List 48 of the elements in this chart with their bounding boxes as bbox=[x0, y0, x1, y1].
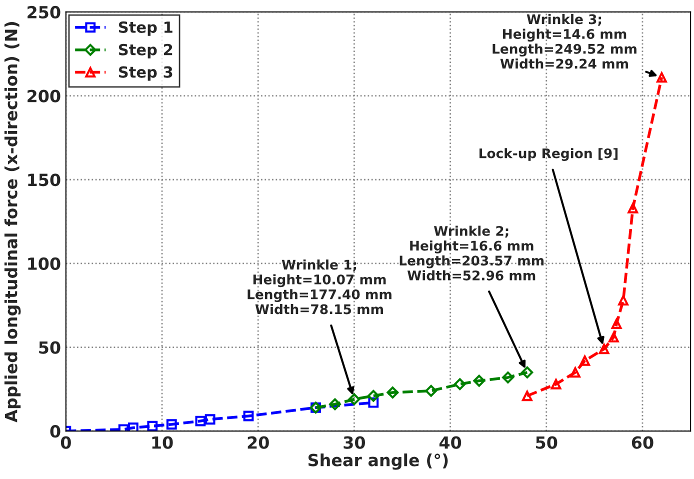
x-tick-label: 0 bbox=[60, 436, 71, 449]
point bbox=[580, 355, 590, 366]
annotation: Wrinkle 1; Height=10.07 mm Length=177.40 mm Width=78.15 mm bbox=[248, 259, 392, 314]
point bbox=[521, 366, 534, 378]
annotation: Wrinkle 3; Height=14.6 mm Length=249.52 mm Width=29.24 mm bbox=[492, 14, 636, 69]
point bbox=[656, 72, 667, 83]
point bbox=[608, 332, 619, 342]
x-tick-label: 50 bbox=[536, 436, 558, 449]
annotation: Lock-up Region [9] bbox=[480, 148, 618, 161]
y-axis-title: Applied longitudinal force (x-direction) (N) bbox=[4, 22, 21, 422]
point bbox=[367, 390, 380, 402]
x-axis-title: Shear angle (°) bbox=[308, 453, 448, 470]
y-tick-label: 50 bbox=[39, 341, 60, 354]
point bbox=[368, 397, 379, 408]
x-tick-label: 10 bbox=[152, 436, 173, 449]
y-tick-label: 250 bbox=[28, 6, 60, 19]
point bbox=[502, 371, 514, 384]
point bbox=[147, 420, 158, 432]
point bbox=[243, 410, 254, 422]
point bbox=[473, 374, 486, 387]
point bbox=[348, 393, 360, 406]
legend-label: Step 3 bbox=[118, 66, 172, 81]
point bbox=[166, 419, 177, 430]
point bbox=[550, 378, 562, 390]
point bbox=[386, 386, 399, 398]
point bbox=[618, 295, 628, 306]
point bbox=[454, 378, 466, 390]
point bbox=[425, 384, 438, 397]
legend-label: Step 2 bbox=[118, 44, 172, 58]
x-tick-label: 60 bbox=[632, 436, 654, 449]
y-tick-label: 150 bbox=[28, 174, 60, 186]
point bbox=[570, 367, 580, 378]
x-tick-label: 40 bbox=[439, 436, 462, 449]
point bbox=[128, 422, 138, 432]
x-tick-label: 30 bbox=[344, 436, 366, 449]
x-tick-label: 20 bbox=[248, 436, 269, 449]
y-tick-label: 200 bbox=[28, 90, 60, 102]
annotation: Wrinkle 2; Height=16.6 mm Length=203.57 mm Width=52.96 mm bbox=[400, 226, 544, 280]
point bbox=[522, 390, 532, 402]
point bbox=[329, 398, 341, 410]
y-tick-label: 100 bbox=[28, 257, 60, 270]
point bbox=[628, 202, 638, 214]
point bbox=[195, 416, 206, 426]
y-tick-label: 0 bbox=[50, 425, 60, 438]
point bbox=[204, 414, 216, 425]
point bbox=[611, 318, 622, 330]
point bbox=[598, 344, 610, 354]
legend-label: Step 1 bbox=[118, 21, 172, 36]
